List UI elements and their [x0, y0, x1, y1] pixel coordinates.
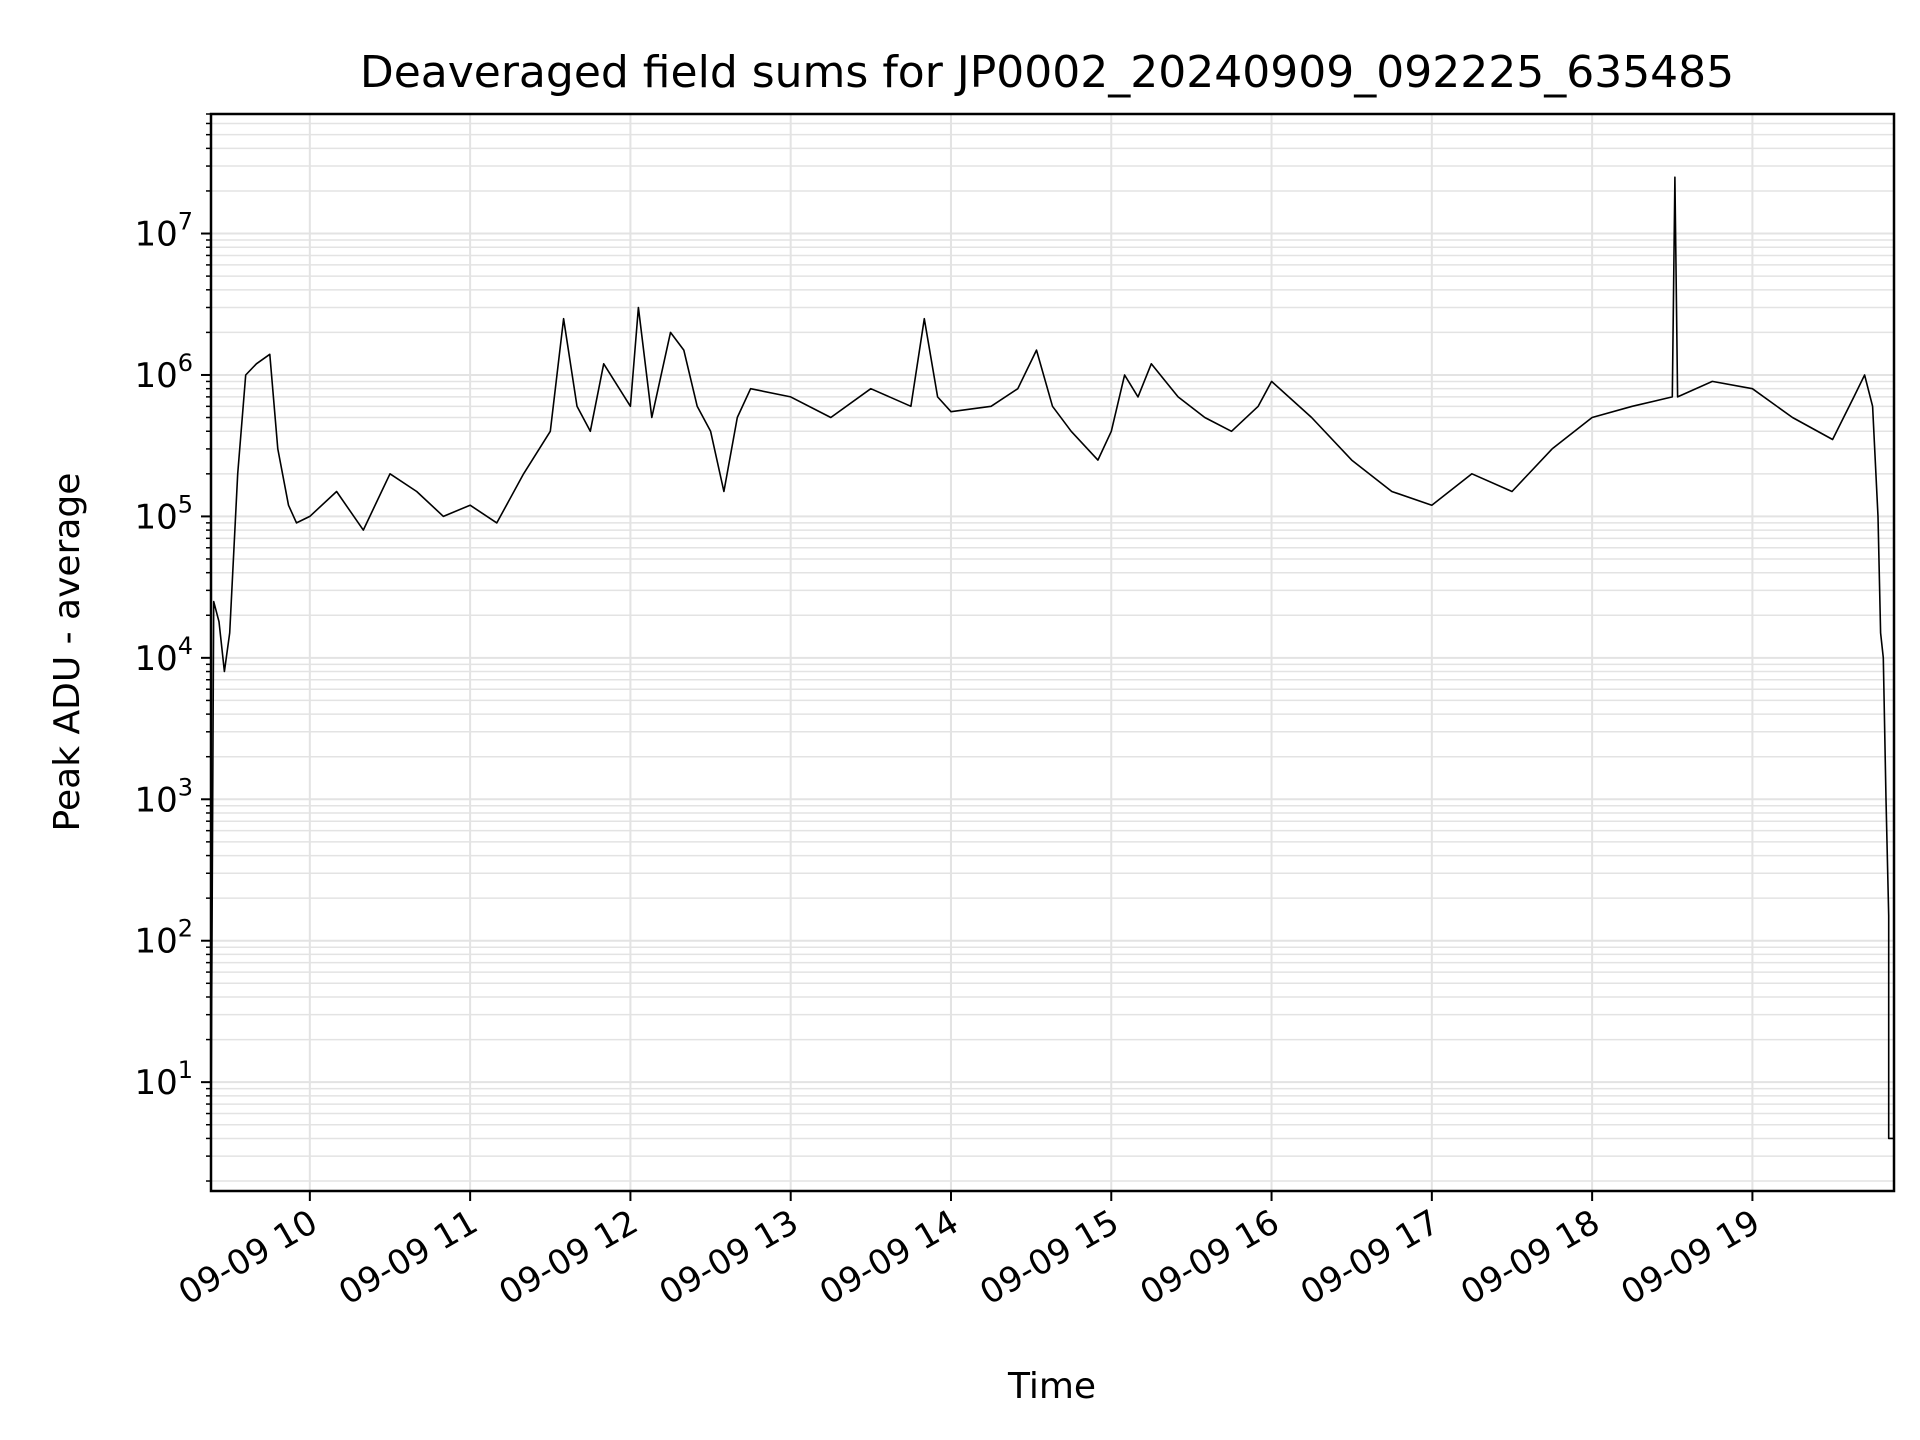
y-tick-label: 106 — [134, 349, 193, 396]
y-axis-label: Peak ADU - average — [47, 473, 88, 832]
x-axis-label: Time — [1007, 1366, 1096, 1407]
y-tick-label: 101 — [134, 1056, 193, 1103]
y-tick-label: 104 — [134, 632, 193, 679]
series-group — [210, 176, 1894, 1140]
y-tick-label: 107 — [134, 208, 193, 255]
y-tick-label: 103 — [134, 773, 193, 820]
grid — [211, 113, 1894, 1191]
series-line — [210, 176, 1894, 1140]
y-tick-label: 102 — [134, 915, 193, 962]
chart-title: Deaveraged field sums for JP0002_2024090… — [360, 47, 1734, 98]
y-tick-label: 105 — [134, 490, 193, 537]
y-ticks: 101 102 103 104 105 106 107 — [134, 113, 211, 1182]
plot-frame — [209, 112, 1896, 1193]
